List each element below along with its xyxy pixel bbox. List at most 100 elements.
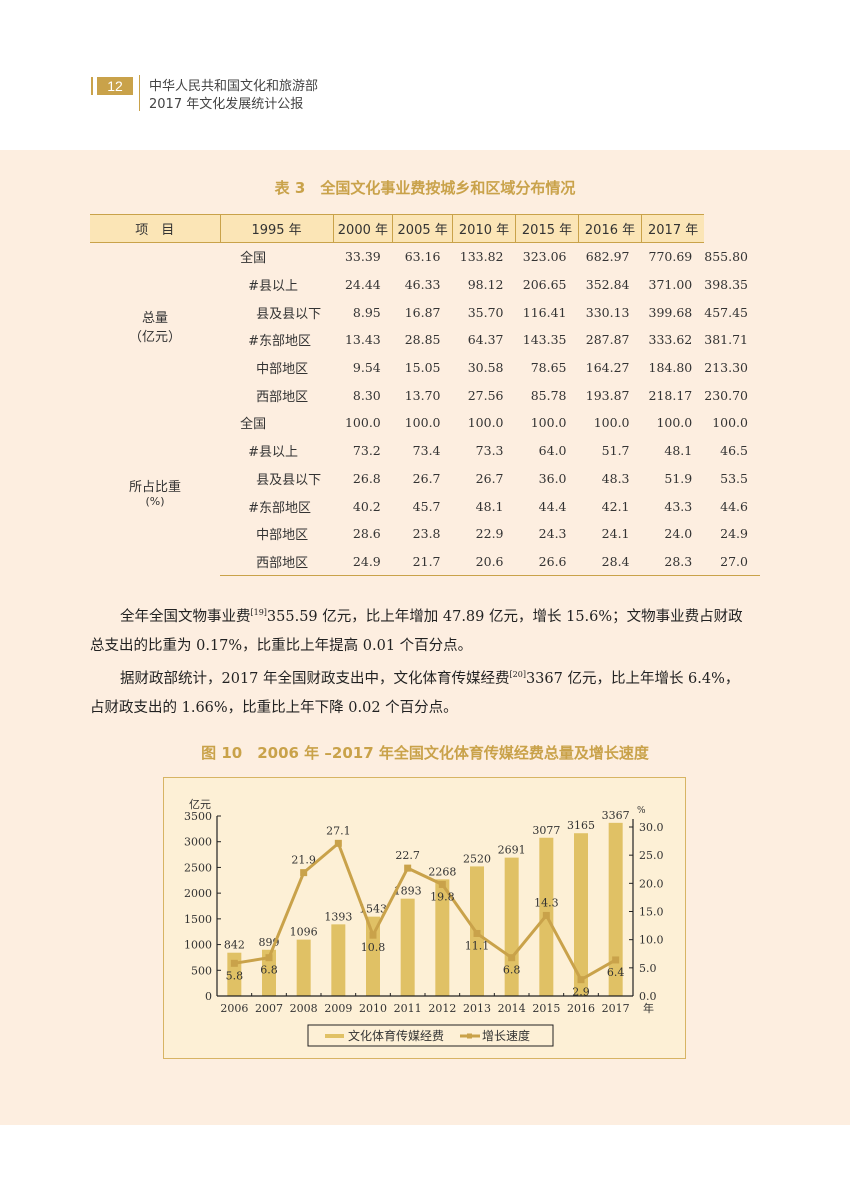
- group-label-unit: （亿元）: [129, 330, 182, 346]
- table-cell: 27.56: [467, 387, 504, 403]
- table-cell: 16.87: [404, 304, 441, 320]
- paragraph-text: 占财政支出的 1.66%，比重比上年下降 0.02 个百分点。: [90, 699, 458, 716]
- line-value-label: 6.8: [503, 964, 520, 977]
- table-cell: 13.70: [404, 387, 441, 403]
- growth-marker: [334, 839, 342, 847]
- table-cell: 15.05: [404, 360, 441, 376]
- table-cell: 381.71: [704, 332, 748, 348]
- line-value-label: 19.8: [430, 890, 455, 903]
- y-tick-label-right: 5.0: [639, 962, 657, 975]
- row-item-text: #东部地区: [248, 500, 311, 516]
- growth-marker: [300, 869, 308, 877]
- y-tick-label: 3500: [184, 810, 212, 823]
- bar-value-label: 3367: [602, 809, 630, 822]
- x-tick-label: 2009: [324, 1002, 352, 1015]
- y-tick-label-right: 30.0: [639, 821, 664, 834]
- footnote-ref-19[interactable]: [19]: [250, 608, 267, 617]
- line-value-label: 5.8: [226, 969, 244, 982]
- growth-marker: [542, 911, 550, 919]
- growth-marker: [369, 931, 377, 939]
- row-item-label: #东部地区: [220, 326, 333, 354]
- table-cell: 48.1: [664, 443, 693, 459]
- table-row: 西部地区 8.30 13.70 27.56 85.78 193.87 218.17 230.7…: [90, 381, 760, 409]
- header-org-name: 中华人民共和国文化和旅游部: [149, 79, 319, 94]
- table-cell: 42.1: [601, 498, 630, 514]
- line-value-label: 21.9: [291, 854, 316, 867]
- table-cell: 116.41: [522, 304, 567, 320]
- table-cell: 855.80: [704, 249, 748, 265]
- paragraph-text: 总支出的比重为 0.17%，比重比上年提高 0.01 个百分点。: [90, 637, 473, 654]
- x-tick-label: 2012: [428, 1002, 456, 1015]
- x-tick-label: 2015: [532, 1002, 560, 1015]
- table-cell: 352.84: [585, 277, 630, 293]
- table-cell: 100.0: [712, 415, 748, 431]
- row-item-text: 全国: [240, 251, 267, 267]
- line-value-label: 6.4: [607, 966, 625, 979]
- growth-marker: [230, 959, 238, 967]
- y-tick-label: 2500: [184, 861, 212, 874]
- table-cell: 64.37: [467, 332, 504, 348]
- bar: [435, 879, 450, 996]
- page-number: 12: [97, 77, 133, 95]
- table-cell: 100.0: [467, 415, 504, 431]
- row-item-label: 县及县以下: [220, 298, 333, 326]
- table-cell: 24.1: [601, 526, 630, 542]
- column-header: 2017 年: [641, 214, 705, 243]
- row-item-text: #县以上: [248, 279, 298, 295]
- table-cell: 100.0: [404, 415, 441, 431]
- bar: [504, 857, 519, 996]
- row-item-label: 中部地区: [220, 354, 333, 382]
- line-value-label: 14.3: [534, 896, 559, 909]
- y-tick-label: 0: [205, 990, 212, 1003]
- table-cell: 46.33: [404, 277, 441, 293]
- table-cell: 26.7: [475, 470, 504, 486]
- x-tick-label: 2013: [463, 1002, 491, 1015]
- bar-value-label: 842: [224, 939, 245, 952]
- line-value-label: 27.1: [326, 824, 351, 837]
- row-item-text: 西部地区: [256, 389, 309, 405]
- bar-value-label: 1393: [324, 910, 352, 923]
- table-header-row: 项 目 1995 年 2000 年 2005 年 2010 年 2015 年 2…: [90, 214, 760, 243]
- row-group-label: 所占比重 (%): [90, 409, 220, 576]
- footnote-ref-20[interactable]: [20]: [509, 670, 526, 679]
- table-cell: 73.3: [475, 443, 504, 459]
- table-cell: 64.0: [538, 443, 567, 459]
- row-item-label: 全国: [220, 243, 333, 271]
- table-body: 总量 （亿元） 全国 33.39 63.16 133.82 323.06 682.97 770.…: [90, 243, 760, 577]
- group-label-unit: (%): [145, 495, 165, 509]
- bar: [262, 949, 276, 996]
- x-tick-label: 2011: [394, 1002, 422, 1015]
- growth-marker: [404, 864, 412, 872]
- paragraph-text: 355.59 亿元，比上年增加 47.89 亿元，增长 15.6%；文物事业费占…: [266, 608, 743, 625]
- row-item-label: 县及县以下: [220, 465, 333, 493]
- column-header: 2000 年: [332, 214, 393, 243]
- table-cell: 51.9: [664, 470, 693, 486]
- legend-label-line: 增长速度: [482, 1028, 530, 1043]
- paragraph-text: 全年全国文物事业费: [120, 608, 251, 625]
- row-item-label: 中部地区: [220, 520, 333, 548]
- growth-marker: [265, 954, 273, 962]
- bar-value-label: 2268: [428, 865, 456, 878]
- row-item-text: 西部地区: [256, 555, 309, 571]
- column-header: 2015 年: [515, 214, 579, 243]
- row-item-label: 西部地区: [220, 547, 334, 577]
- header-report-title: 2017 年文化发展统计公报: [149, 97, 304, 112]
- row-item-label: 西部地区: [220, 381, 333, 409]
- row-item-text: #东部地区: [248, 334, 311, 350]
- table-cell: 371.00: [648, 277, 693, 293]
- table-cell: 133.82: [459, 249, 504, 265]
- y-tick-label-right: 10.0: [639, 934, 664, 947]
- data-table: 项 目 1995 年 2000 年 2005 年 2010 年 2015 年 2…: [90, 214, 760, 577]
- row-item-text: 全国: [240, 417, 267, 433]
- growth-marker: [577, 976, 585, 984]
- line-value-label: 22.7: [395, 849, 420, 862]
- table-cell: 73.2: [352, 443, 381, 459]
- y-tick-label-right: 15.0: [639, 906, 664, 919]
- row-item-text: 县及县以下: [256, 472, 322, 488]
- row-item-label: #东部地区: [220, 492, 333, 520]
- row-item-text: 县及县以下: [256, 306, 322, 322]
- table-cell: 206.65: [522, 277, 567, 293]
- row-item-text: 中部地区: [256, 362, 309, 378]
- table-cell: 27.0: [704, 547, 760, 577]
